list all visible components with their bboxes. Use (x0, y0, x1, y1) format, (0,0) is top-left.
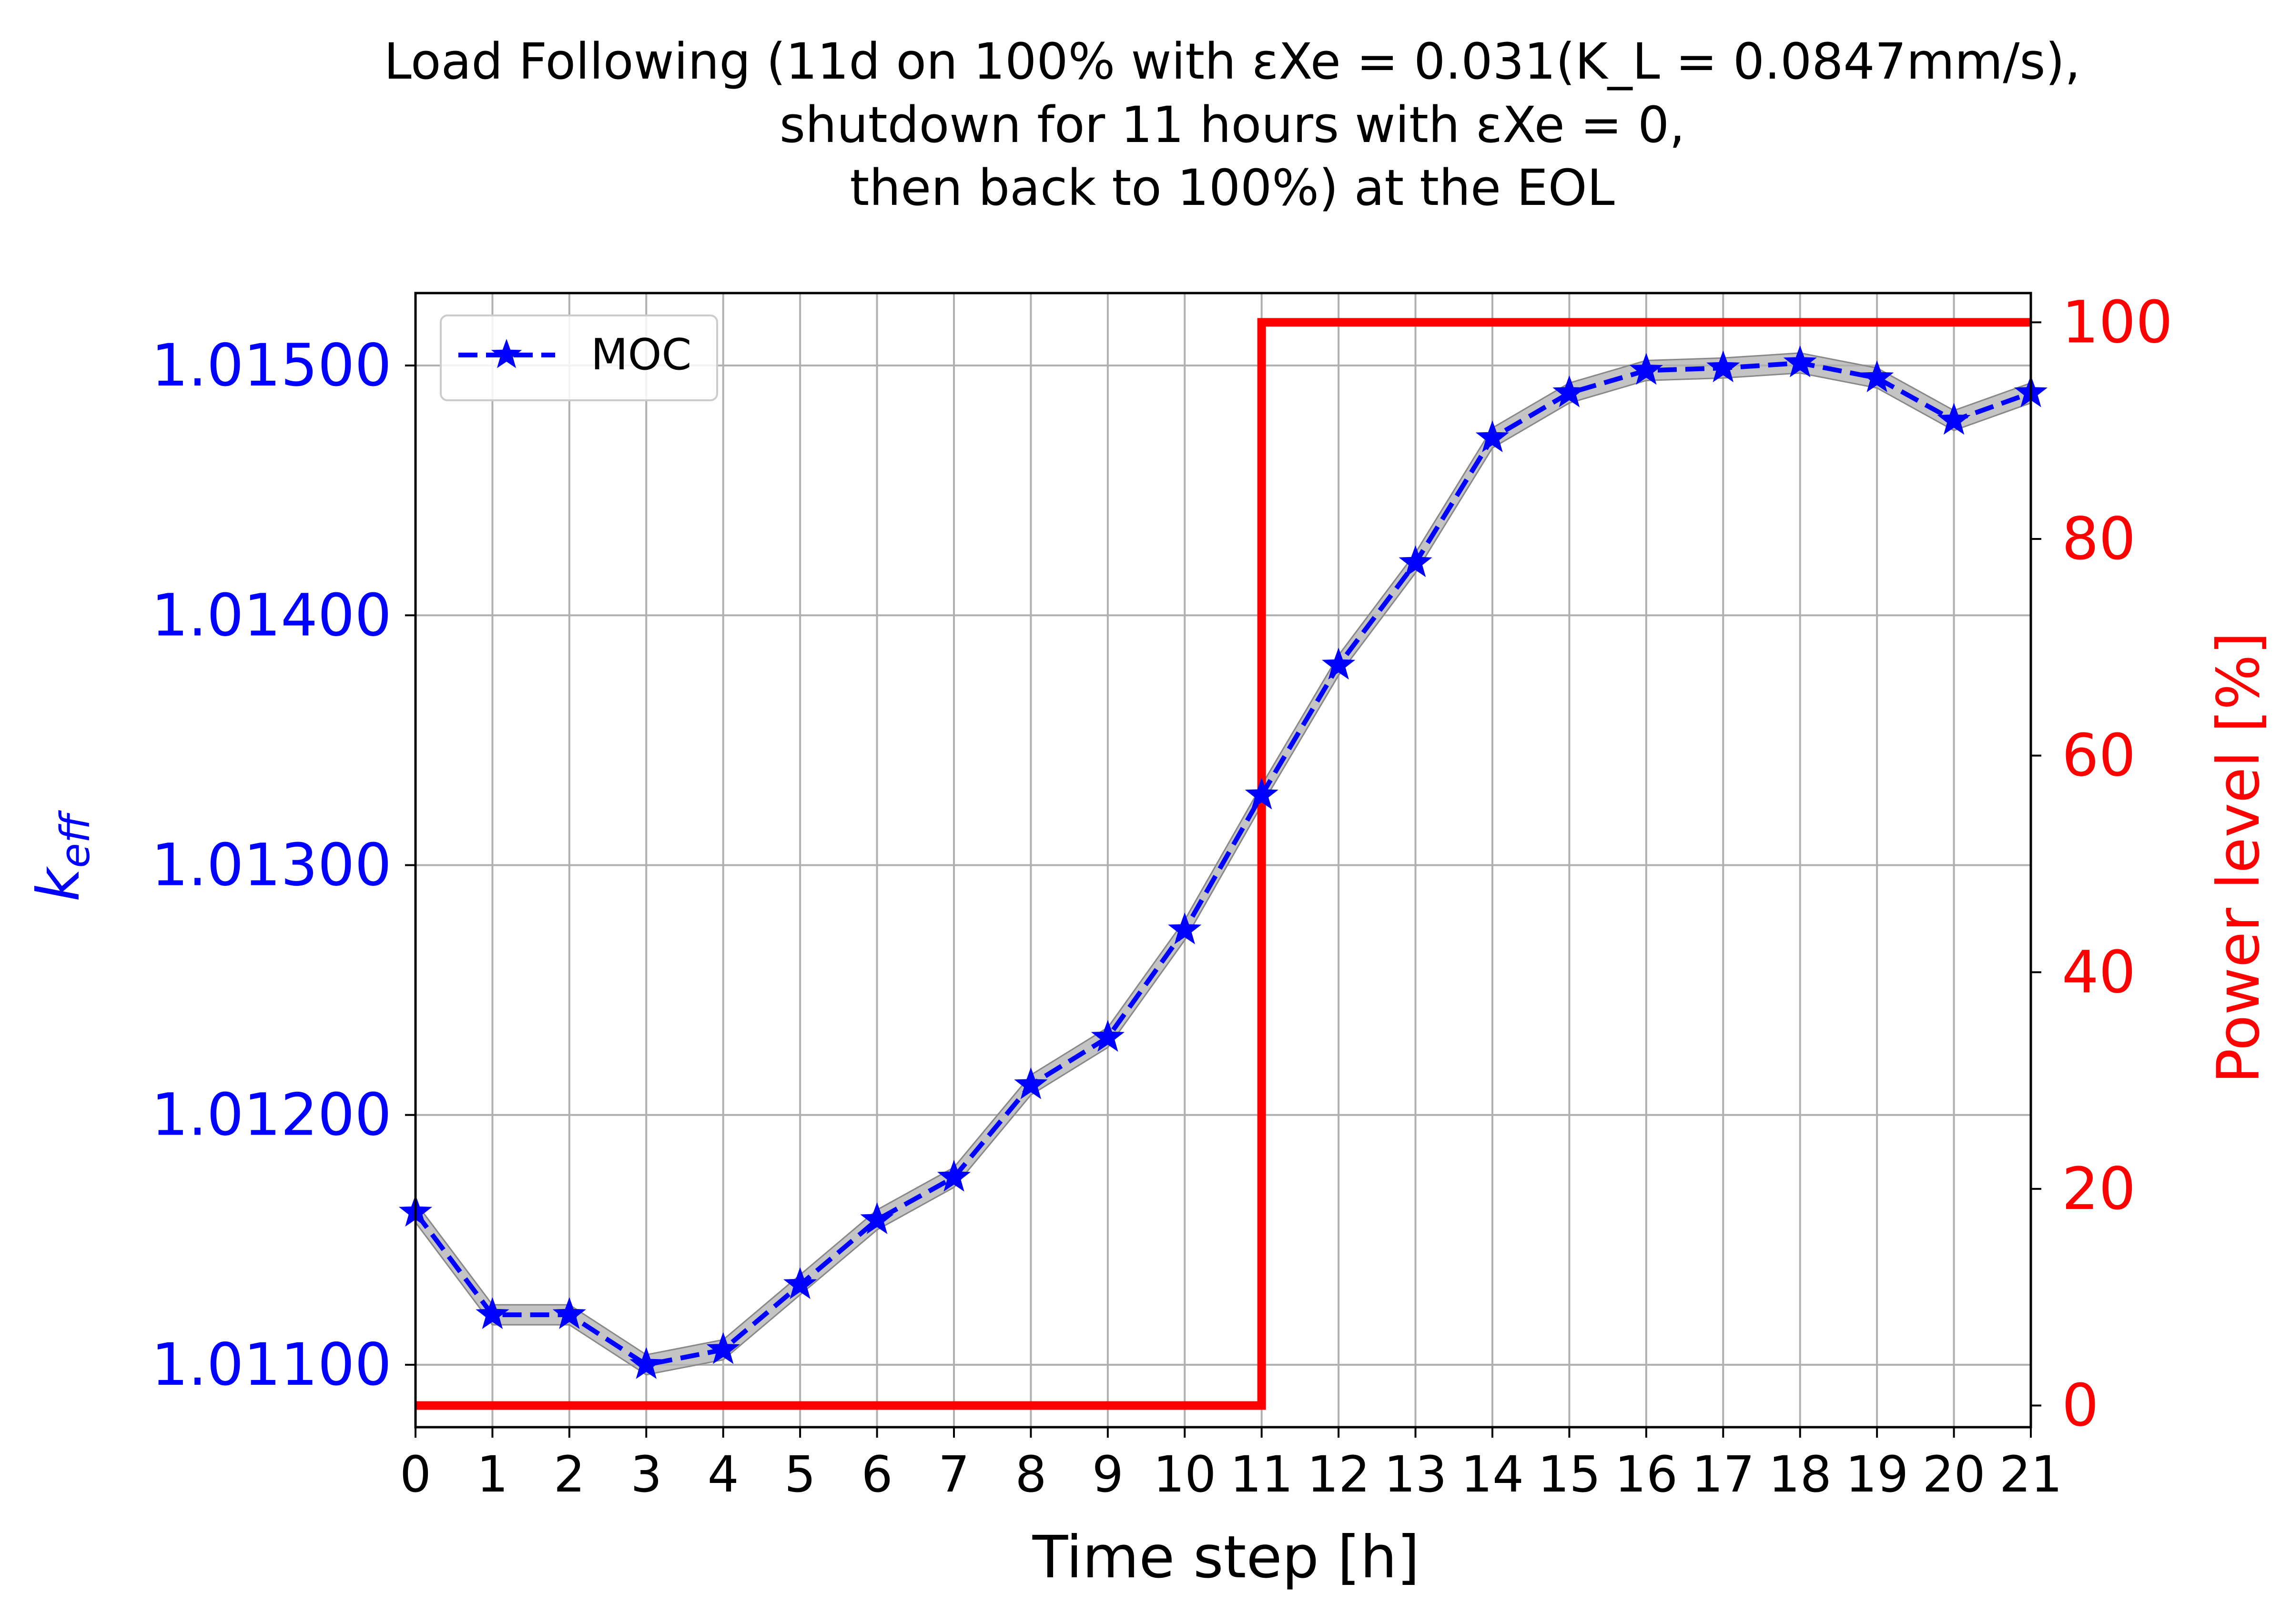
moc-point (1937, 403, 1971, 435)
x-axis-label: Time step [h] (1032, 1523, 1420, 1591)
x-tick-label: 6 (861, 1445, 892, 1503)
moc-point (1475, 420, 1510, 452)
x-tick-label: 10 (1153, 1445, 1216, 1503)
right-y-tick-label: 40 (2062, 938, 2136, 1006)
right-y-tick-label: 100 (2062, 288, 2173, 356)
right-y-axis-label: Power level [%] (2205, 632, 2272, 1084)
x-tick-label: 9 (1092, 1445, 1124, 1503)
x-tick-label: 16 (1615, 1445, 1678, 1503)
x-tick-label: 17 (1692, 1445, 1754, 1503)
x-tick-label: 18 (1769, 1445, 1832, 1503)
left-y-tick-label: 1.01200 (151, 1081, 392, 1149)
moc-point (476, 1297, 509, 1329)
x-tick-label: 12 (1307, 1445, 1370, 1503)
moc-point (706, 1332, 740, 1364)
x-tick-label: 13 (1384, 1445, 1447, 1503)
legend-star-marker (491, 339, 522, 368)
right-y-axis-ticks: 0 20 40 60 80 100 (2031, 288, 2173, 1440)
x-tick-label: 4 (708, 1445, 739, 1503)
moc-point (1322, 648, 1356, 680)
x-tick-label: 8 (1015, 1445, 1046, 1503)
title-line-3: then back to 100%) at the EOL (850, 159, 1614, 217)
moc-point (1168, 912, 1202, 944)
moc-point (1245, 777, 1278, 810)
x-tick-label: 11 (1230, 1445, 1293, 1503)
moc-point (1091, 1020, 1125, 1052)
x-tick-label: 5 (784, 1445, 816, 1503)
right-y-tick-label: 0 (2062, 1372, 2099, 1440)
left-y-tick-label: 1.01100 (151, 1331, 392, 1399)
x-tick-label: 20 (1922, 1445, 1985, 1503)
moc-point (629, 1347, 663, 1379)
moc-point (1399, 545, 1432, 578)
right-y-tick-label: 20 (2062, 1155, 2136, 1223)
left-y-tick-label: 1.01500 (151, 332, 392, 399)
moc-point (783, 1267, 817, 1299)
x-tick-label: 7 (938, 1445, 970, 1503)
right-y-tick-label: 60 (2062, 722, 2136, 790)
moc-point (937, 1159, 971, 1192)
power-level-series (416, 318, 2031, 1410)
left-y-axis-ticks: 1.01100 1.01200 1.01300 1.01400 1.01500 (151, 332, 416, 1399)
moc-point (1783, 345, 1817, 377)
power-level-line (416, 318, 2031, 1410)
x-tick-label: 2 (554, 1445, 585, 1503)
left-y-tick-label: 1.01400 (151, 581, 392, 649)
legend-box (440, 315, 718, 401)
title-line-2: shutdown for 11 hours with εXe = 0, (780, 96, 1685, 154)
plot-frame (414, 292, 2032, 1429)
x-tick-label: 21 (1999, 1445, 2062, 1503)
x-axis-ticks: 0 1 2 3 4 5 6 7 8 9 10 11 12 13 14 15 16 17 18 19 20 21 (400, 1427, 2062, 1503)
x-tick-label: 0 (400, 1445, 431, 1503)
moc-line (414, 360, 2032, 1368)
moc-point (552, 1297, 586, 1329)
x-tick-label: 3 (630, 1445, 662, 1503)
legend-label-moc: MOC (591, 330, 691, 380)
moc-point (1629, 353, 1663, 385)
moc-point (860, 1202, 894, 1234)
moc-point (1552, 375, 1586, 407)
moc-point (1860, 360, 1894, 393)
moc-point (1706, 350, 1740, 383)
x-tick-label: 14 (1461, 1445, 1524, 1503)
x-tick-label: 19 (1845, 1445, 1908, 1503)
left-y-tick-label: 1.01300 (151, 831, 392, 899)
left-y-axis-label: keff (25, 810, 99, 902)
x-tick-label: 1 (476, 1445, 508, 1503)
title-line-1: Load Following (11d on 100% with εXe = 0… (384, 32, 2080, 91)
x-tick-label: 15 (1538, 1445, 1601, 1503)
moc-point (1014, 1067, 1048, 1099)
right-y-tick-label: 80 (2062, 505, 2136, 573)
chart-title: Load Following (11d on 100% with εXe = 0… (384, 32, 2080, 217)
legend: MOC (440, 315, 718, 401)
